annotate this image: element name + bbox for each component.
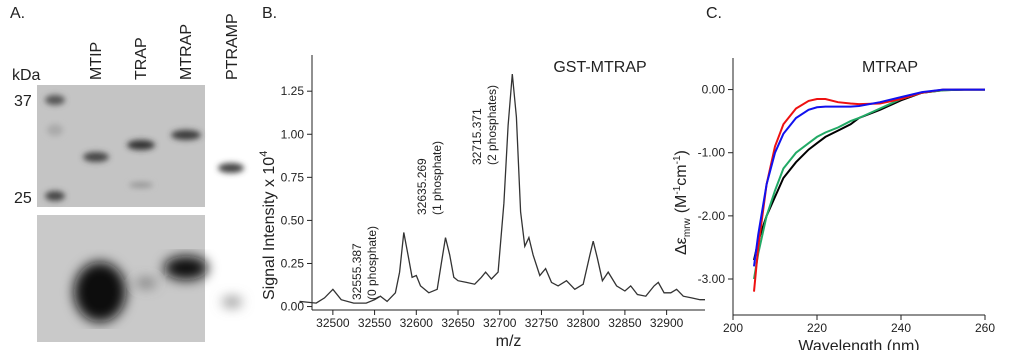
x-tick-label: 200 xyxy=(723,321,743,335)
blot xyxy=(164,256,208,280)
lane-label: TRAP xyxy=(133,37,150,80)
blot xyxy=(74,262,126,322)
peak-annotation: 32635.269 xyxy=(415,158,429,215)
band xyxy=(45,191,65,201)
lane-label: MTRAP xyxy=(178,24,195,80)
y-tick-label: -2.00 xyxy=(698,209,726,223)
y-axis-label-part: Δε xyxy=(673,237,690,255)
band xyxy=(171,130,201,140)
y-axis-label-exponent: 4 xyxy=(258,151,270,157)
y-tick-label: 0.00 xyxy=(702,83,726,97)
x-axis-label: Wavelength (nm) xyxy=(798,338,919,350)
peak-annotation: 32555.387 xyxy=(350,243,364,300)
band xyxy=(47,124,63,136)
y-axis-label-part: cm xyxy=(673,164,690,185)
peak-annotation: (0 phosphate) xyxy=(365,226,379,300)
figure: A. B. C. kDa 37 25 MTIP TRAP MTRAP PTRAM… xyxy=(0,0,1010,350)
y-tick-label: 0.50 xyxy=(281,213,305,227)
x-tick-label: 32600 xyxy=(400,316,434,330)
y-axis-label-part: mrw xyxy=(682,218,693,238)
peak-annotation: 32715.371 xyxy=(470,108,484,165)
peak-annotation: (1 phosphate) xyxy=(430,141,444,215)
x-tick-label: 32650 xyxy=(441,316,475,330)
y-axis-label: Δεmrw(M-1cm-1) xyxy=(672,150,693,255)
kda-label: kDa xyxy=(12,67,41,84)
marker-label: 25 xyxy=(14,190,32,207)
lane-label: PTRAMP xyxy=(224,13,241,80)
x-tick-label: 32850 xyxy=(608,316,642,330)
x-tick-label: 32700 xyxy=(483,316,517,330)
lane-label: MTIP xyxy=(88,42,105,80)
y-axis-label: Signal Intensity x 104 xyxy=(258,151,278,300)
data-line xyxy=(754,90,985,261)
y-tick-label: -3.00 xyxy=(698,272,726,286)
panel-label: B. xyxy=(262,5,277,22)
band xyxy=(45,95,65,105)
y-axis-label-part: (M xyxy=(673,195,690,214)
data-line xyxy=(754,90,985,292)
x-tick-label: 32500 xyxy=(316,316,350,330)
x-tick-label: 240 xyxy=(891,321,911,335)
band xyxy=(83,152,109,162)
peak-annotation: (2 phosphates) xyxy=(485,85,499,165)
y-tick-label: 0.75 xyxy=(281,170,305,184)
chart-title: MTRAP xyxy=(862,59,918,76)
y-axis-label-part: ) xyxy=(673,150,690,155)
panel-label: C. xyxy=(706,5,722,22)
x-tick-label: 260 xyxy=(975,321,995,335)
band xyxy=(127,140,155,150)
chart-title: GST-MTRAP xyxy=(553,59,646,76)
marker-label: 37 xyxy=(14,93,32,110)
y-axis-label-text: Signal Intensity x 10 xyxy=(261,157,278,300)
gel xyxy=(37,85,255,342)
x-tick-label: 32750 xyxy=(525,316,559,330)
x-tick-label: 32900 xyxy=(650,316,684,330)
band xyxy=(129,182,153,188)
x-tick-label: 32800 xyxy=(566,316,600,330)
y-tick-label: 1.00 xyxy=(281,127,305,141)
blot xyxy=(222,297,242,307)
y-tick-label: 1.25 xyxy=(281,84,305,98)
y-tick-label: -1.00 xyxy=(698,146,726,160)
x-tick-label: 32550 xyxy=(358,316,392,330)
x-tick-label: 220 xyxy=(807,321,827,335)
blot xyxy=(136,279,156,287)
y-tick-label: 0.25 xyxy=(281,256,305,270)
x-axis-label: m/z xyxy=(496,333,522,350)
panel-label: A. xyxy=(10,5,25,22)
